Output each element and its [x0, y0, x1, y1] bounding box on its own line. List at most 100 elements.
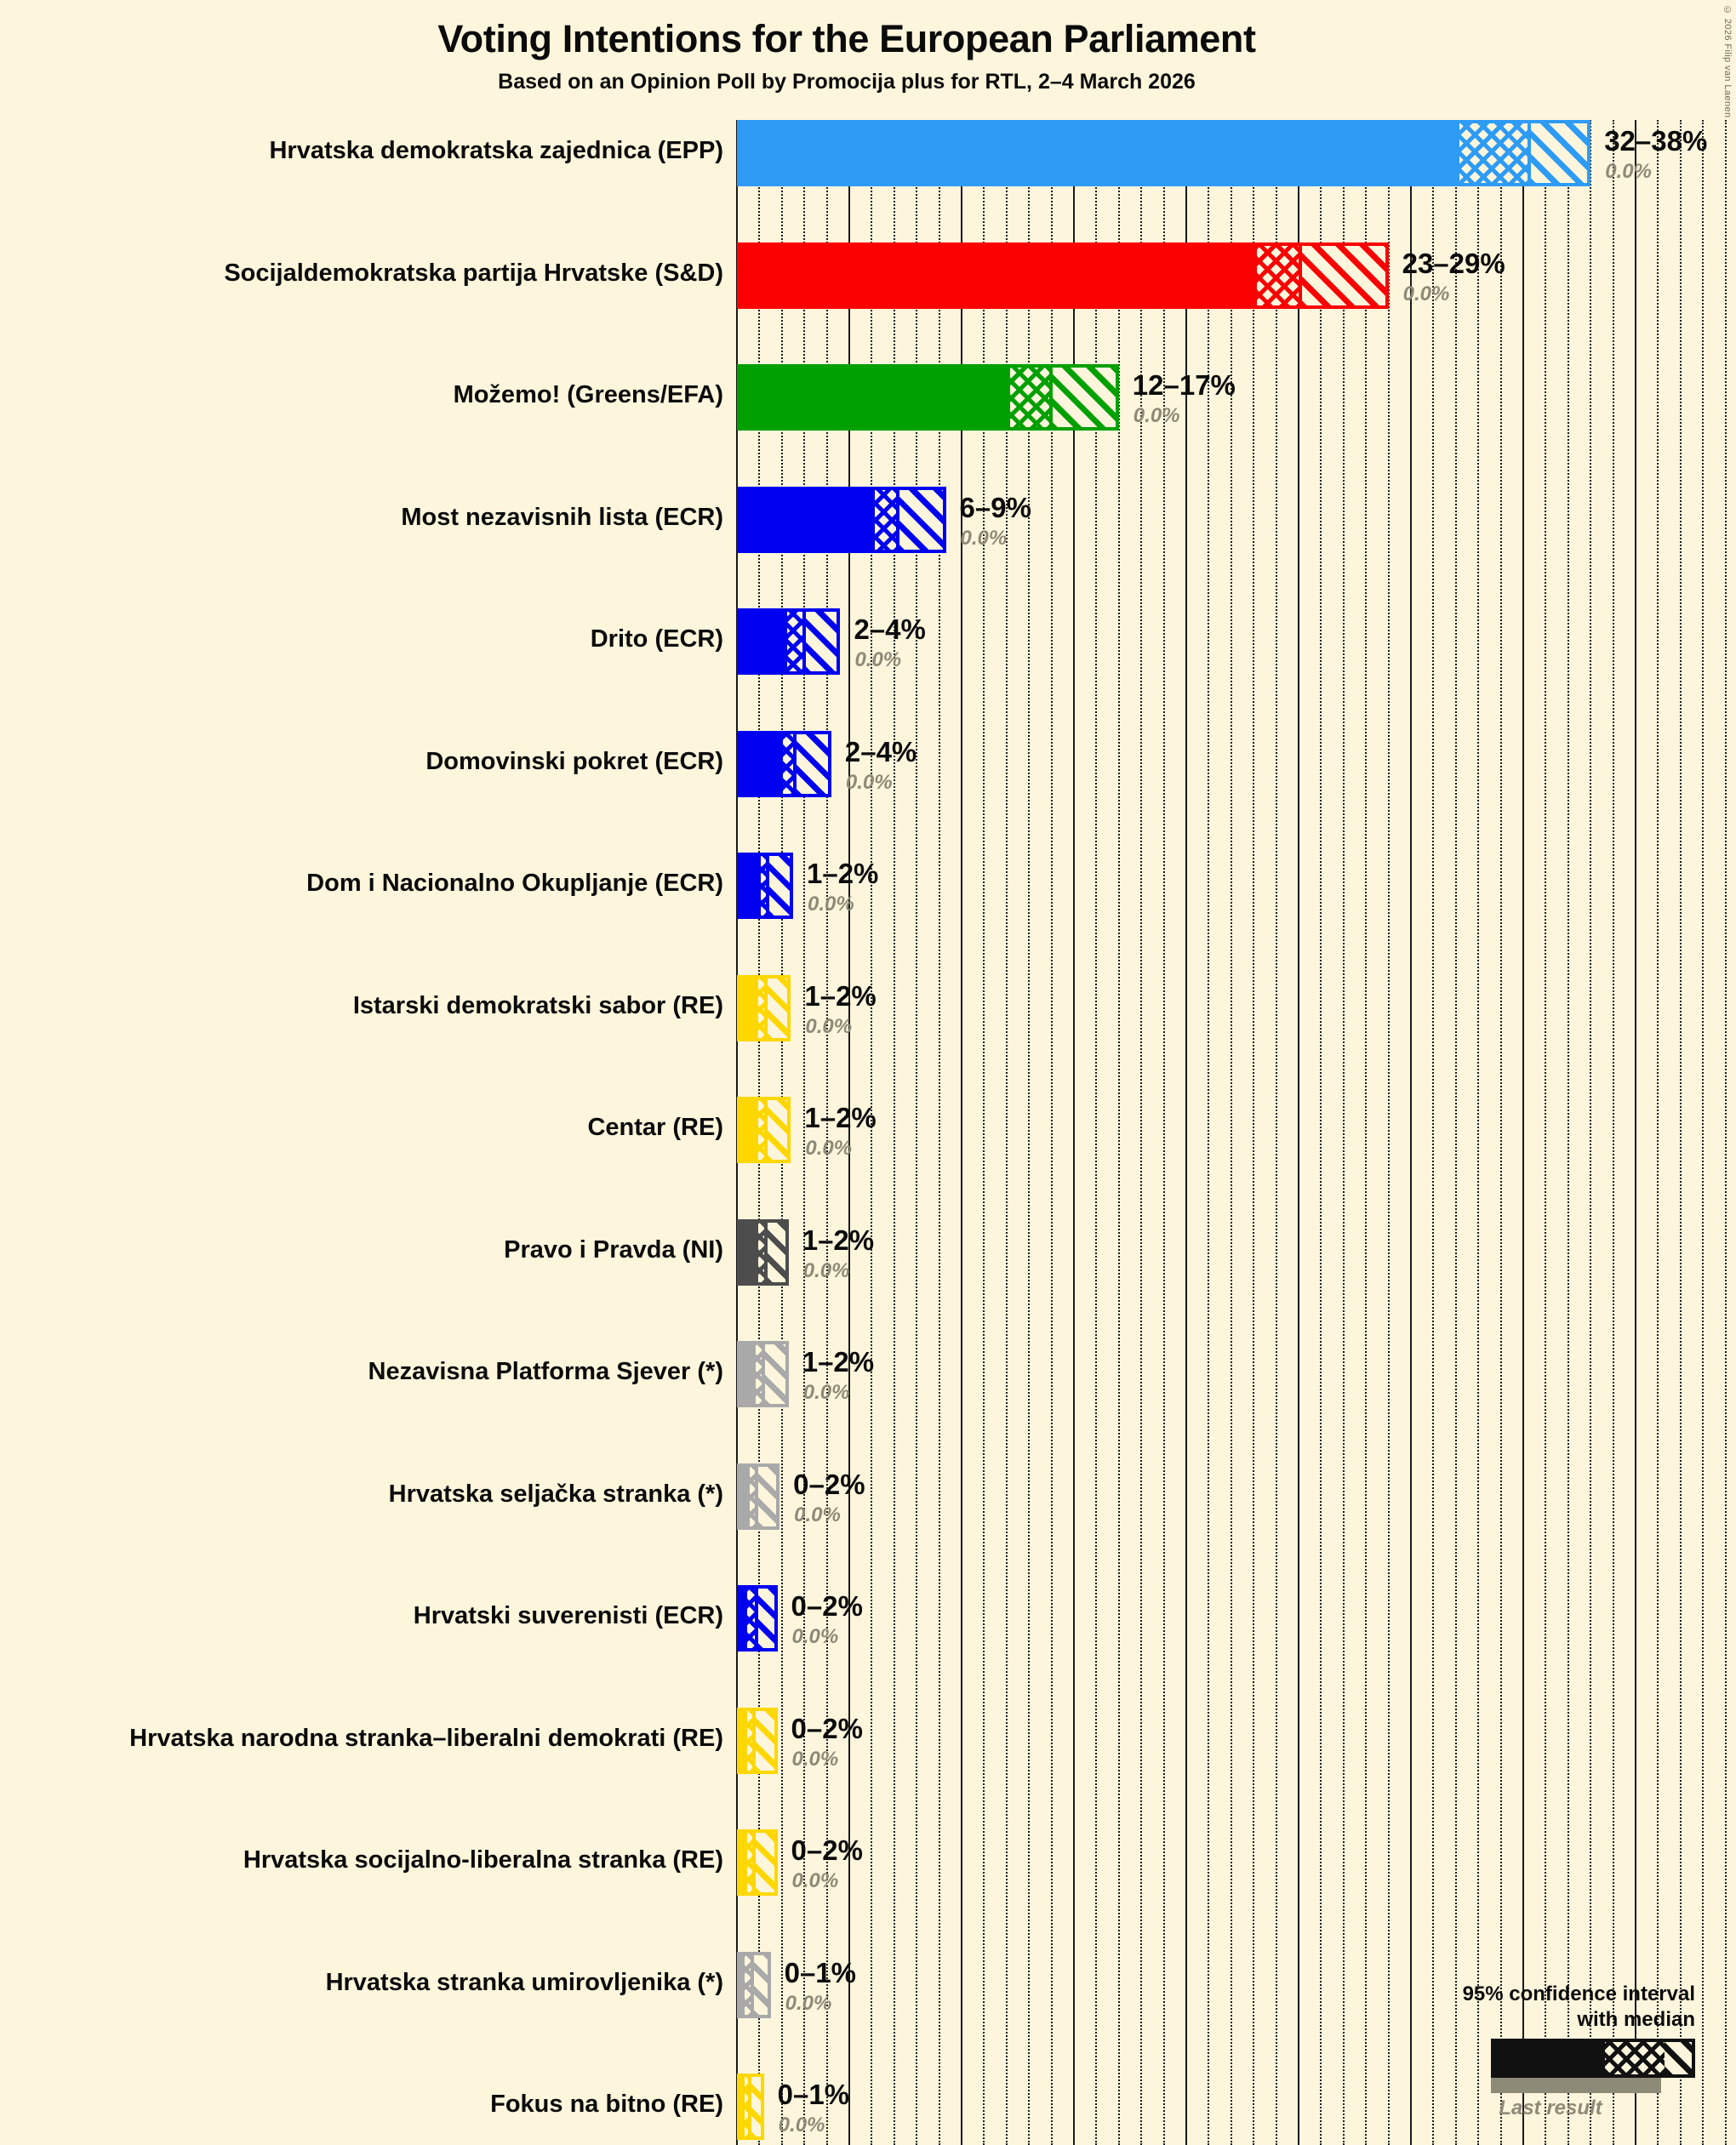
party-label: Istarski demokratski sabor (RE) — [352, 991, 723, 1019]
chart-row: Hrvatska socijalno-liberalna stranka (RE… — [0, 1829, 1736, 1896]
median-divider — [1528, 120, 1532, 186]
chart-row: Socijaldemokratska partija Hrvatske (S&D… — [0, 242, 1736, 309]
party-label: Domovinski pokret (ECR) — [425, 747, 723, 775]
last-result-label: 0.0% — [785, 1991, 832, 2015]
gridline-minor — [1320, 120, 1322, 2145]
party-label: Možemo! (Greens/EFA) — [453, 381, 723, 408]
party-label: Hrvatski suverenisti (ECR) — [413, 1602, 723, 1629]
range-label: 1–2% — [804, 979, 877, 1012]
gridline-minor — [893, 120, 895, 2145]
gridline-major — [1185, 120, 1187, 2145]
range-label: 1–2% — [804, 1102, 877, 1133]
bar-crosshatch-segment — [871, 486, 897, 553]
bar-diagonal-segment — [767, 974, 791, 1041]
bar-diagonal-segment — [765, 1341, 789, 1407]
gridline-minor — [1050, 120, 1053, 2145]
chart-row: Centar (RE) 1–2% 0.0% — [0, 1097, 1736, 1163]
legend-line-1: 95% confidence interval — [1462, 1982, 1695, 2006]
gridline-minor — [1162, 120, 1165, 2145]
party-label: Centar (RE) — [587, 1114, 723, 1141]
median-divider — [896, 486, 900, 553]
gridline-major — [1410, 120, 1412, 2145]
gridline-major — [1073, 120, 1075, 2145]
last-result-label: 0.0% — [802, 1258, 850, 1282]
party-label: Hrvatska demokratska zajednica (EPP) — [269, 137, 723, 164]
range-label: 0–2% — [791, 1712, 863, 1744]
last-result-label: 0.0% — [802, 1381, 850, 1404]
party-label: Fokus na bitno (RE) — [490, 2091, 723, 2118]
bar-crosshatch-segment — [1006, 364, 1049, 431]
chart-row: Domovinski pokret (ECR) 2–4% 0.0% — [0, 730, 1736, 797]
bar-crosshatch-segment — [755, 974, 764, 1041]
last-result-label: 0.0% — [791, 1625, 839, 1648]
chart-legend: 95% confidence interval with median Last… — [1372, 1982, 1695, 2120]
last-result-label: 0.0% — [1133, 404, 1180, 427]
legend-line-2: with median — [1577, 2007, 1695, 2031]
gridline-minor — [1454, 120, 1457, 2145]
gridline-major — [1298, 120, 1299, 2145]
median-divider — [1299, 242, 1302, 309]
bar-diagonal-segment — [1302, 242, 1389, 309]
range-label: 6–9% — [959, 491, 1031, 523]
gridline-major — [848, 120, 850, 2145]
chart-row: Drito (ECR) 2–4% 0.0% — [0, 608, 1736, 675]
confidence-interval-bar — [737, 853, 793, 919]
gridline-minor — [1342, 120, 1345, 2145]
last-result-label: 0.0% — [960, 526, 1008, 550]
bar-crosshatch-segment — [743, 1585, 756, 1652]
median-divider — [793, 730, 797, 797]
median-divider — [763, 1097, 768, 1163]
last-result-label: 0.0% — [794, 1503, 841, 1526]
gridline-minor — [1230, 120, 1232, 2145]
bar-solid-segment — [737, 242, 1258, 309]
median-divider — [763, 974, 768, 1041]
party-label: Most nezavisnih lista (ECR) — [401, 503, 723, 531]
bar-diagonal-segment — [805, 608, 841, 675]
last-result-label: 0.0% — [791, 1747, 839, 1771]
confidence-interval-bar — [737, 1463, 780, 1530]
bar-crosshatch-segment — [741, 1951, 751, 2018]
chart-row: Možemo! (Greens/EFA) 12–17% 0.0% — [0, 364, 1736, 431]
gridline-minor — [871, 120, 873, 2145]
bar-solid-segment — [737, 1341, 757, 1407]
party-label: Hrvatska socijalno-liberalna stranka (RE… — [243, 1846, 723, 1874]
bar-crosshatch-segment — [757, 853, 767, 919]
gridline-minor — [1499, 120, 1502, 2145]
gridline-minor — [1117, 120, 1120, 2145]
gridline-minor — [803, 120, 806, 2145]
gridline-minor — [983, 120, 985, 2145]
last-result-label: 0.0% — [778, 2114, 825, 2136]
bar-crosshatch-segment — [745, 1463, 756, 1530]
gridline-minor — [916, 120, 918, 2145]
legend-last-result-label: Last result — [1499, 2097, 1602, 2119]
gridline-minor — [825, 120, 828, 2145]
bar-solid-segment — [737, 1097, 759, 1163]
party-label: Nezavisna Platforma Sjever (*) — [368, 1358, 723, 1385]
gridline-minor — [1253, 120, 1255, 2145]
range-label: 0–2% — [791, 1590, 863, 1622]
gridline-major — [1635, 120, 1636, 2145]
party-label: Hrvatska stranka umirovljenika (*) — [325, 1968, 723, 1996]
bar-crosshatch-segment — [779, 730, 793, 797]
last-result-label: 0.0% — [854, 648, 902, 671]
party-label: Dom i Nacionalno Okupljanje (ECR) — [306, 870, 723, 897]
median-divider — [766, 853, 770, 919]
gridline-minor — [1208, 120, 1210, 2145]
range-label: 0–2% — [793, 1468, 865, 1500]
bar-solid-segment — [737, 1218, 759, 1286]
gridline-minor — [1702, 120, 1705, 2145]
gridline-minor — [1477, 120, 1480, 2145]
median-divider — [752, 1829, 757, 1896]
confidence-interval-bar — [737, 2074, 764, 2140]
last-result-label: 0.0% — [845, 770, 893, 794]
range-label: 2–4% — [844, 735, 917, 767]
gridline-minor — [1028, 120, 1031, 2145]
confidence-interval-bar — [737, 974, 791, 1041]
median-divider — [802, 608, 806, 675]
gridline-minor — [1567, 120, 1569, 2145]
bar-solid-segment — [737, 1707, 747, 1774]
bar-crosshatch-segment — [743, 1707, 753, 1774]
confidence-interval-bar — [737, 1585, 778, 1652]
